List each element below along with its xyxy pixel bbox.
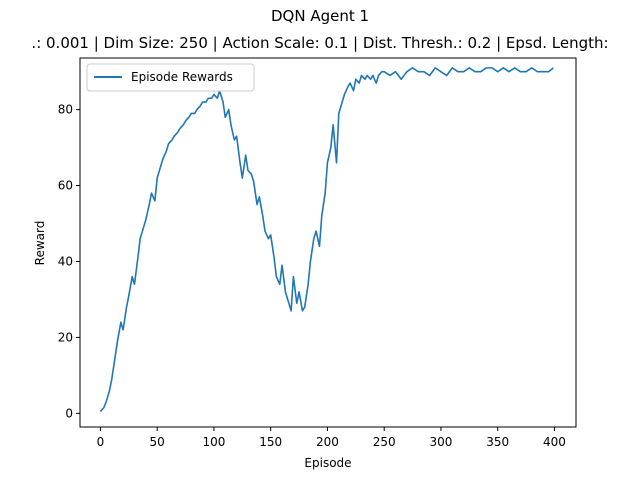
x-tick-label: 300 [429,435,452,449]
plot-frame [79,57,577,428]
x-tick-label: 250 [373,435,396,449]
x-tick-label: 50 [150,435,165,449]
y-tick-label: 80 [58,103,73,117]
y-tick-label: 60 [58,179,73,193]
x-axis-label: Episode [304,456,351,470]
x-tick-label: 100 [202,435,225,449]
y-axis-label: Reward [33,221,47,266]
y-tick-label: 20 [58,330,73,344]
series-line-0 [99,67,554,412]
y-tick-label: 0 [65,406,73,420]
y-tick-label: 40 [58,254,73,268]
x-tick-label: 150 [259,435,282,449]
x-tick-label: 0 [97,435,105,449]
x-tick-label: 400 [543,435,566,449]
legend: Episode Rewards [86,63,255,92]
x-tick-label: 350 [486,435,509,449]
legend-label-episode-rewards: Episode Rewards [131,70,233,84]
chart-title: DQN Agent 1 [270,7,370,25]
x-tick-label: 200 [316,435,339,449]
chart-subtitle: .: 0.001 | Dim Size: 250 | Action Scale:… [31,34,609,52]
legend-box [86,63,255,92]
